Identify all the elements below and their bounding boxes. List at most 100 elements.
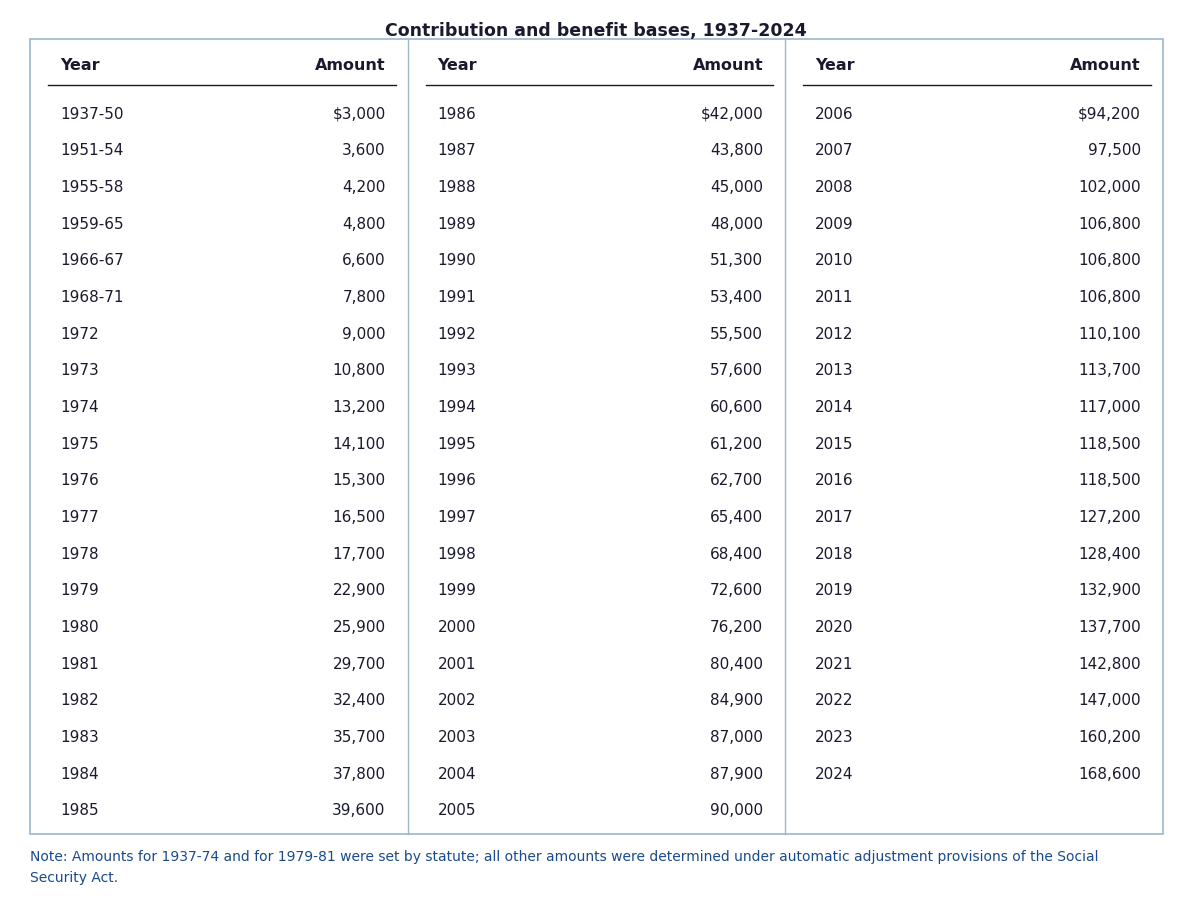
Text: 97,500: 97,500 (1088, 143, 1141, 158)
Text: 10,800: 10,800 (333, 363, 385, 378)
Text: 1975: 1975 (60, 437, 99, 451)
Text: 1966-67: 1966-67 (60, 253, 124, 268)
Text: 1951-54: 1951-54 (60, 143, 123, 158)
Text: Amount: Amount (1070, 58, 1141, 73)
Bar (30, 40, 1163, 834)
Text: 132,900: 132,900 (1078, 583, 1141, 598)
Text: 1982: 1982 (60, 693, 99, 707)
Text: 6,600: 6,600 (342, 253, 385, 268)
Text: 142,800: 142,800 (1078, 656, 1141, 671)
Text: $42,000: $42,000 (700, 106, 764, 122)
Text: Security Act.: Security Act. (30, 870, 118, 884)
Text: $3,000: $3,000 (333, 106, 385, 122)
Text: 128,400: 128,400 (1078, 546, 1141, 561)
Text: 2015: 2015 (815, 437, 854, 451)
Text: 13,200: 13,200 (333, 400, 385, 415)
Text: 57,600: 57,600 (710, 363, 764, 378)
Text: 16,500: 16,500 (333, 510, 385, 524)
Text: 2014: 2014 (815, 400, 854, 415)
Text: 22,900: 22,900 (333, 583, 385, 598)
Text: 113,700: 113,700 (1078, 363, 1141, 378)
Text: 1995: 1995 (438, 437, 476, 451)
Text: 2023: 2023 (815, 729, 854, 744)
Text: 76,200: 76,200 (710, 620, 764, 634)
Text: 118,500: 118,500 (1078, 473, 1141, 488)
Text: 2021: 2021 (815, 656, 854, 671)
Text: 45,000: 45,000 (710, 179, 764, 195)
Text: 2024: 2024 (815, 766, 854, 780)
Text: 2001: 2001 (438, 656, 476, 671)
Text: 1992: 1992 (438, 327, 476, 341)
Text: 80,400: 80,400 (710, 656, 764, 671)
Text: 137,700: 137,700 (1078, 620, 1141, 634)
Text: 1977: 1977 (60, 510, 99, 524)
Text: 84,900: 84,900 (710, 693, 764, 707)
Text: 1973: 1973 (60, 363, 99, 378)
Text: 35,700: 35,700 (333, 729, 385, 744)
Text: 1972: 1972 (60, 327, 99, 341)
Text: Year: Year (438, 58, 477, 73)
Text: 1998: 1998 (438, 546, 476, 561)
Text: Contribution and benefit bases, 1937-2024: Contribution and benefit bases, 1937-202… (385, 22, 806, 40)
Text: 106,800: 106,800 (1078, 290, 1141, 305)
Text: 1991: 1991 (438, 290, 476, 305)
Text: 1997: 1997 (438, 510, 476, 524)
Text: 2016: 2016 (815, 473, 854, 488)
Text: 17,700: 17,700 (333, 546, 385, 561)
Text: 61,200: 61,200 (710, 437, 764, 451)
Text: 2017: 2017 (815, 510, 854, 524)
Text: 2013: 2013 (815, 363, 854, 378)
Text: 1959-65: 1959-65 (60, 216, 124, 232)
Text: 51,300: 51,300 (710, 253, 764, 268)
Text: 1988: 1988 (438, 179, 476, 195)
Text: 1955-58: 1955-58 (60, 179, 123, 195)
Text: 1993: 1993 (438, 363, 476, 378)
Text: 2005: 2005 (438, 802, 476, 817)
Text: Note: Amounts for 1937-74 and for 1979-81 were set by statute; all other amounts: Note: Amounts for 1937-74 and for 1979-8… (30, 849, 1099, 863)
Text: 1999: 1999 (438, 583, 476, 598)
Text: 2004: 2004 (438, 766, 476, 780)
Text: 7,800: 7,800 (342, 290, 385, 305)
Text: 2002: 2002 (438, 693, 476, 707)
Text: 2011: 2011 (815, 290, 854, 305)
Text: 55,500: 55,500 (710, 327, 764, 341)
Text: 90,000: 90,000 (710, 802, 764, 817)
Text: 2018: 2018 (815, 546, 854, 561)
Text: Year: Year (815, 58, 855, 73)
Text: Amount: Amount (315, 58, 385, 73)
Text: 1985: 1985 (60, 802, 99, 817)
Text: 1980: 1980 (60, 620, 99, 634)
Text: 2009: 2009 (815, 216, 854, 232)
Text: 2020: 2020 (815, 620, 854, 634)
Text: 106,800: 106,800 (1078, 253, 1141, 268)
Text: 1986: 1986 (438, 106, 476, 122)
Text: 87,000: 87,000 (710, 729, 764, 744)
Text: 147,000: 147,000 (1078, 693, 1141, 707)
Text: 14,100: 14,100 (333, 437, 385, 451)
Text: $94,200: $94,200 (1078, 106, 1141, 122)
Text: 117,000: 117,000 (1078, 400, 1141, 415)
Text: 1989: 1989 (438, 216, 476, 232)
Text: 3,600: 3,600 (342, 143, 385, 158)
Text: 106,800: 106,800 (1078, 216, 1141, 232)
Text: 1979: 1979 (60, 583, 99, 598)
Text: 2006: 2006 (815, 106, 854, 122)
Text: 15,300: 15,300 (333, 473, 385, 488)
Text: 2019: 2019 (815, 583, 854, 598)
Text: 1974: 1974 (60, 400, 99, 415)
Text: 60,600: 60,600 (710, 400, 764, 415)
Text: 4,800: 4,800 (342, 216, 385, 232)
Text: 2022: 2022 (815, 693, 854, 707)
Text: 1968-71: 1968-71 (60, 290, 124, 305)
Text: 1978: 1978 (60, 546, 99, 561)
Text: 68,400: 68,400 (710, 546, 764, 561)
Text: 37,800: 37,800 (333, 766, 385, 780)
Text: 2000: 2000 (438, 620, 476, 634)
Text: 160,200: 160,200 (1078, 729, 1141, 744)
Text: 2003: 2003 (438, 729, 476, 744)
Text: 2007: 2007 (815, 143, 854, 158)
Text: 2010: 2010 (815, 253, 854, 268)
Text: 65,400: 65,400 (710, 510, 764, 524)
Text: 32,400: 32,400 (333, 693, 385, 707)
Text: 1937-50: 1937-50 (60, 106, 124, 122)
